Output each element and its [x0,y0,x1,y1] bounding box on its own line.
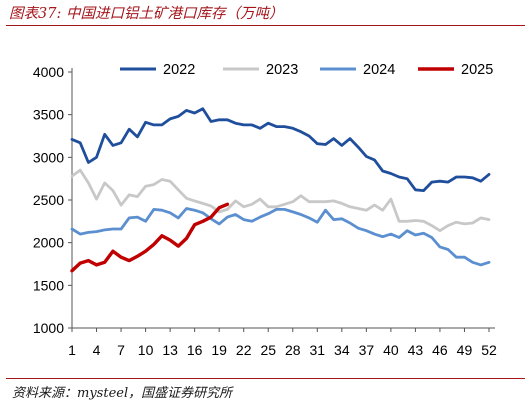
x-tick-label: 19 [211,342,227,358]
legend-label: 2022 [163,62,195,78]
x-tick-label: 49 [457,342,473,358]
legend-item-2023: 2023 [223,62,298,78]
legend-item-2022: 2022 [120,62,195,78]
x-tick-label: 52 [481,342,497,358]
chart-legend: 2022 2023 2024 2025 [120,62,493,78]
legend-label: 2025 [461,62,493,78]
x-tick-label: 16 [187,342,203,358]
x-tick-label: 34 [334,342,350,358]
y-tick-label: 1000 [33,320,64,336]
series-line-2022 [70,107,491,193]
x-tick-label: 1 [68,342,76,358]
y-axis-tick-labels: 1000 1500 2000 2500 3000 3500 4000 [33,64,64,336]
x-tick-label: 25 [260,342,276,358]
x-tick-label: 4 [93,342,101,358]
x-tick-label: 40 [383,342,399,358]
y-tick-label: 3500 [33,107,64,123]
x-tick-label: 22 [236,342,252,358]
x-tick-label: 10 [138,342,154,358]
legend-label: 2023 [266,62,298,78]
y-tick-label: 2000 [33,235,64,251]
chart-axes [68,68,495,332]
footer-divider [6,378,525,379]
y-tick-label: 4000 [33,64,64,80]
x-tick-label: 46 [432,342,448,358]
legend-item-2024: 2024 [320,62,395,78]
figure-title: 图表37: 中国进口铝土矿港口库存（万吨） [9,6,284,22]
series-line-2025 [70,202,230,273]
series-line-2023 [70,168,491,233]
x-tick-label: 37 [359,342,375,358]
legend-item-2025: 2025 [418,62,493,78]
x-tick-label: 31 [310,342,326,358]
y-tick-label: 1500 [33,277,64,293]
x-tick-label: 43 [408,342,424,358]
series-line-2024 [70,207,491,267]
x-axis-tick-labels: 1 4 7 10 13 16 19 22 25 28 31 34 37 40 43 46 49 52 [68,342,497,358]
x-tick-label: 28 [285,342,301,358]
legend-label: 2024 [363,62,395,78]
x-tick-label: 13 [162,342,178,358]
y-tick-label: 2500 [33,192,64,208]
series-lines [70,107,491,273]
y-tick-label: 3000 [33,149,64,165]
source-note: 资料来源：mysteel，国盛证券研究所 [12,386,233,401]
x-tick-label: 7 [117,342,125,358]
title-divider [6,25,525,26]
